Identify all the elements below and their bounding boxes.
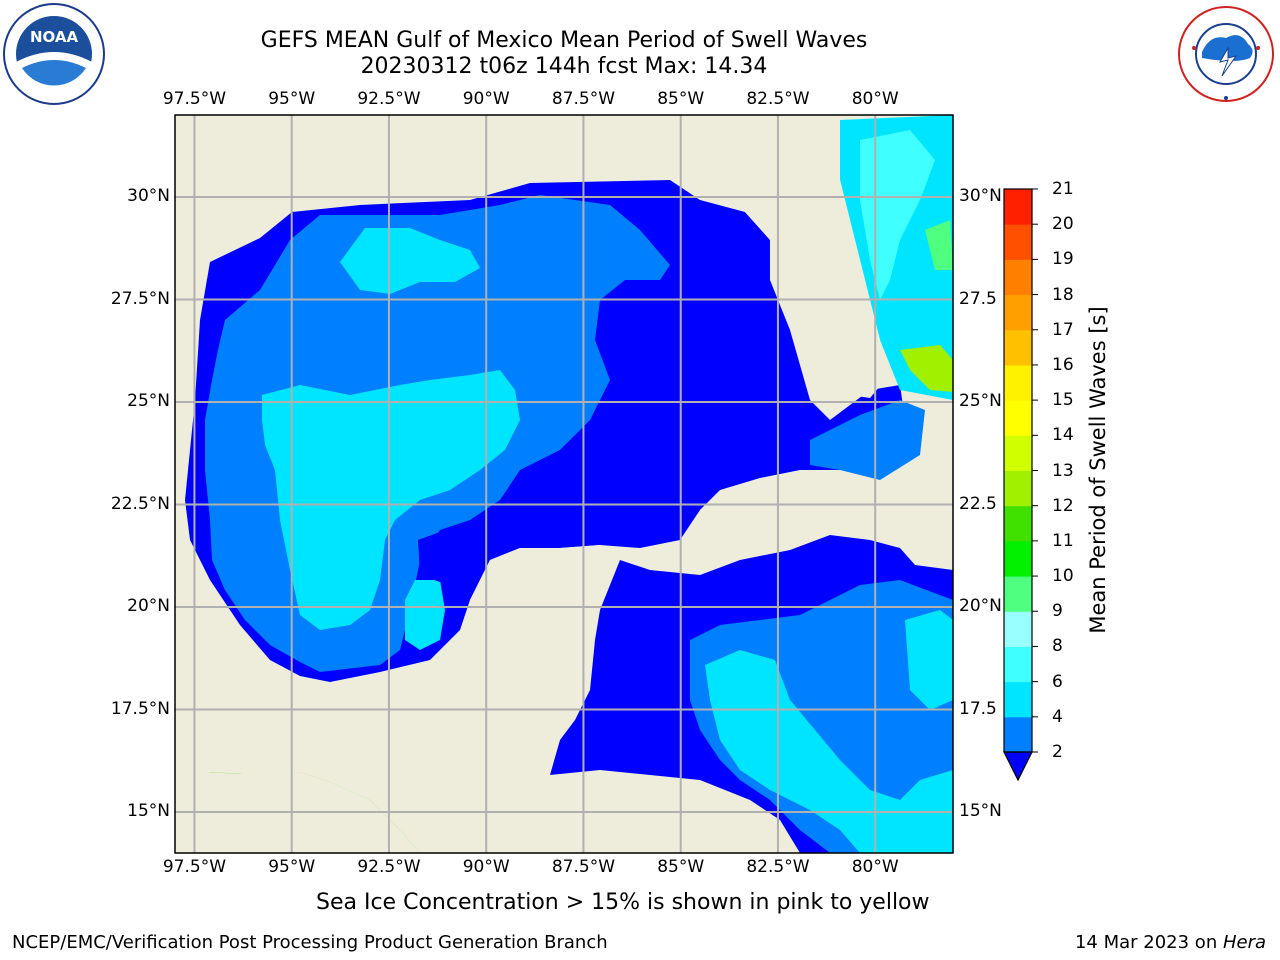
longitude-tick-label: 92.5°W (357, 89, 421, 109)
map-area (175, 115, 953, 853)
latitude-tick-label-left: 27.5°N (110, 288, 170, 309)
colorbar-tick-label: 10 (1052, 566, 1074, 587)
longitude-tick-label: 85°W (657, 89, 705, 109)
latitude-tick-label-right: 15°N (959, 801, 1002, 821)
latitude-tick-label-right: 27.5 (959, 288, 997, 309)
colorbar-segment (1004, 189, 1032, 225)
longitude-tick-label: 97.5°W (162, 89, 227, 109)
colorbar-tick-label: 11 (1052, 530, 1074, 551)
yucatan-land (400, 545, 612, 780)
footer-credit: NCEP/EMC/Verification Post Processing Pr… (12, 932, 608, 953)
gulf-cyan-south-region (405, 580, 445, 650)
colorbar-tick-label: 17 (1052, 319, 1074, 340)
longitude-tick-label: 87.5°W (551, 857, 616, 877)
map-frame (174, 114, 954, 854)
footer-machine: Hera (1222, 932, 1266, 953)
atlantic-light-cyan-region (860, 130, 935, 300)
latitude-tick-label-left: 22.5°N (110, 493, 170, 514)
colorbar-tick-label: 14 (1052, 425, 1074, 446)
colorbar-segment (1004, 470, 1032, 507)
colorbar-segment (1004, 435, 1032, 471)
colorbar-tick-label: 2 (1052, 742, 1063, 762)
longitude-tick-label: 95°W (268, 857, 316, 877)
footer-date: 14 Mar 2023 on Hera (1075, 932, 1266, 953)
gulf-cyan-north-region (340, 228, 480, 294)
colorbar-tick-label: 4 (1052, 706, 1063, 727)
florida-land (745, 115, 953, 398)
national-weather-service-logo-icon (1178, 6, 1274, 102)
colorbar-segment (1004, 294, 1032, 331)
grid-lines (175, 115, 953, 853)
longitude-tick-label: 85°W (657, 857, 705, 877)
colorbar-tick-label: 9 (1052, 601, 1063, 622)
latitude-tick-label-left: 20°N (127, 596, 170, 616)
colorbar-tick-label: 6 (1052, 671, 1063, 692)
straits-florida-region (810, 400, 925, 480)
latitude-tick-label-left: 15°N (127, 801, 170, 821)
latitude-tick-label-right: 30°N (959, 186, 1002, 206)
colorbar-segment (1004, 505, 1032, 542)
footer-date-text: 14 Mar 2023 on (1074, 932, 1223, 953)
colorbar-segment (1004, 259, 1032, 296)
gulf-dark-pocket-region (418, 532, 465, 582)
longitude-tick-label: 80°W (851, 89, 899, 109)
caribbean-cyan-east-region (905, 610, 953, 710)
colorbar-segment (1004, 364, 1032, 401)
colorbar-tick-label: 12 (1052, 495, 1074, 516)
colorbar (1003, 188, 1038, 782)
longitude-tick-label: 92.5°W (357, 857, 421, 877)
latitude-tick-label-right: 17.5 (959, 698, 997, 719)
colorbar-tick-label: 8 (1052, 636, 1063, 657)
longitude-tick-label: 90°W (462, 89, 510, 109)
colorbar-segment (1004, 646, 1032, 683)
latitude-tick-label-left: 17.5°N (110, 698, 170, 719)
latitude-tick-label-right: 22.5 (959, 493, 997, 514)
latitude-tick-label-left: 25°N (127, 391, 170, 411)
colorbar-segment (1004, 611, 1032, 647)
latitude-tick-label-right: 25°N (959, 391, 1002, 411)
colorbar-segment (1004, 716, 1032, 753)
cuba-land (700, 475, 920, 540)
colorbar-segment (1004, 540, 1032, 577)
latitude-tick-label-left: 30°N (127, 186, 170, 206)
caribbean-medium-blue-region (690, 580, 953, 853)
colorbar-tick-label: 13 (1052, 460, 1074, 481)
longitude-tick-label: 80°W (851, 857, 899, 877)
colorbar-tick-label: 18 (1052, 284, 1074, 305)
colorbar-tick-label: 21 (1052, 179, 1074, 199)
colorbar-tick-label: 19 (1052, 249, 1074, 270)
longitude-tick-label: 82.5°W (746, 89, 810, 109)
map-subtitle: 20230312 t06z 144h fcst Max: 14.34 (360, 54, 768, 79)
colorbar-segment (1004, 400, 1032, 436)
atlantic-green-region (925, 220, 953, 270)
colorbar-label-text: Mean Period of Swell Waves [s] (1086, 306, 1110, 634)
longitude-tick-label: 97.5°W (162, 857, 227, 877)
colorbar-segment (1004, 681, 1032, 718)
colorbar-segment (1004, 576, 1032, 612)
longitude-tick-label: 82.5°W (746, 857, 810, 877)
latitude-tick-label-right: 20°N (959, 596, 1002, 616)
sea-ice-note: Sea Ice Concentration > 15% is shown in … (316, 890, 930, 915)
atlantic-yellowgreen-region (900, 345, 953, 392)
colorbar-segment (1004, 224, 1032, 260)
noaa-logo-icon: NOAA (3, 3, 105, 105)
longitude-tick-label: 87.5°W (551, 89, 616, 109)
longitude-tick-label: 90°W (462, 857, 510, 877)
longitude-tick-label: 95°W (268, 89, 316, 109)
colorbar-under-arrow (1003, 751, 1033, 782)
gulf-cyan-region (262, 370, 520, 630)
colorbar-tick-label: 20 (1052, 214, 1074, 235)
caribbean-cyan-region (705, 650, 953, 853)
colorbar-tick-label: 16 (1052, 354, 1074, 375)
colorbar-tick-label: 15 (1052, 390, 1074, 411)
noaa-logo-text: NOAA (30, 28, 79, 46)
map-title: GEFS MEAN Gulf of Mexico Mean Period of … (260, 28, 868, 53)
colorbar-segment (1004, 329, 1032, 366)
